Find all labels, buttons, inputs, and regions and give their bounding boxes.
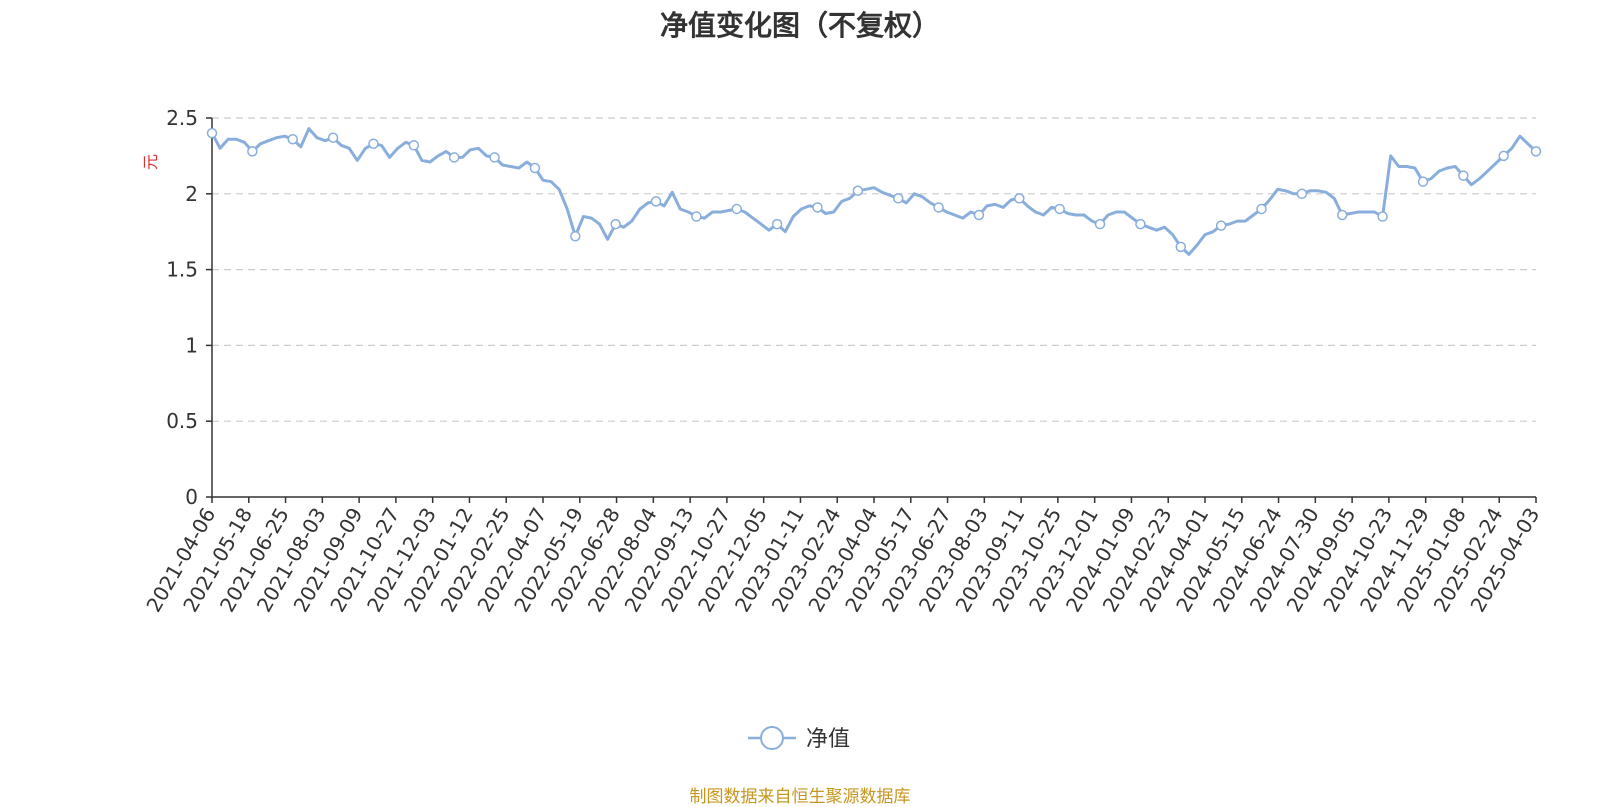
data-point[interactable]	[1215, 220, 1227, 231]
y-axis-ticks: 0 0.5 1 1.5 2 2.5	[166, 106, 212, 509]
data-point[interactable]	[731, 203, 743, 215]
data-point[interactable]	[408, 140, 420, 151]
data-point[interactable]	[570, 230, 581, 242]
x-axis-ticks: 2021-04-062021-05-182021-06-252021-08-03…	[141, 497, 1544, 616]
data-point[interactable]	[489, 152, 500, 163]
y-tick-label: 2	[185, 182, 198, 206]
legend-circle-icon	[760, 726, 784, 750]
data-point[interactable]	[1296, 188, 1308, 200]
series-line-净值	[210, 127, 1538, 256]
data-point[interactable]	[1014, 193, 1025, 204]
y-tick-label: 1.5	[166, 258, 198, 282]
data-point[interactable]	[1458, 170, 1469, 181]
data-point[interactable]	[1377, 211, 1388, 222]
data-source-note: 制图数据来自恒生聚源数据库	[689, 787, 911, 807]
data-point[interactable]	[1336, 209, 1348, 221]
y-tick-label: 0	[185, 485, 198, 509]
y-tick-label: 0.5	[166, 409, 198, 433]
chart-title: 净值变化图（不复权）	[659, 9, 940, 42]
data-point[interactable]	[448, 152, 460, 163]
data-point[interactable]	[650, 196, 662, 207]
data-point[interactable]	[206, 127, 218, 139]
series-layer	[206, 127, 1542, 256]
data-point[interactable]	[973, 209, 985, 221]
data-point[interactable]	[771, 218, 783, 230]
data-point[interactable]	[368, 138, 379, 150]
data-point[interactable]	[327, 132, 339, 143]
data-point[interactable]	[610, 218, 621, 230]
data-point[interactable]	[1530, 146, 1542, 157]
gridlines	[212, 117, 1536, 422]
data-point[interactable]	[892, 193, 904, 204]
data-point[interactable]	[287, 133, 298, 145]
data-point[interactable]	[1135, 218, 1146, 230]
data-point[interactable]	[691, 211, 702, 222]
y-axis-unit-label: 元	[141, 154, 160, 170]
legend-label: 净值	[806, 727, 850, 752]
data-point[interactable]	[247, 146, 258, 157]
data-point[interactable]	[852, 185, 864, 197]
data-point[interactable]	[1417, 176, 1429, 187]
data-point[interactable]	[933, 202, 944, 213]
data-point[interactable]	[812, 202, 823, 213]
data-point[interactable]	[1256, 203, 1267, 215]
y-tick-label: 2.5	[166, 106, 198, 130]
data-point[interactable]	[529, 162, 541, 174]
data-point[interactable]	[1054, 203, 1065, 215]
data-point[interactable]	[1094, 218, 1106, 230]
y-tick-label: 1	[185, 333, 198, 357]
legend[interactable]: 净值	[748, 726, 850, 752]
data-point[interactable]	[1175, 241, 1187, 253]
data-point[interactable]	[1498, 150, 1509, 162]
